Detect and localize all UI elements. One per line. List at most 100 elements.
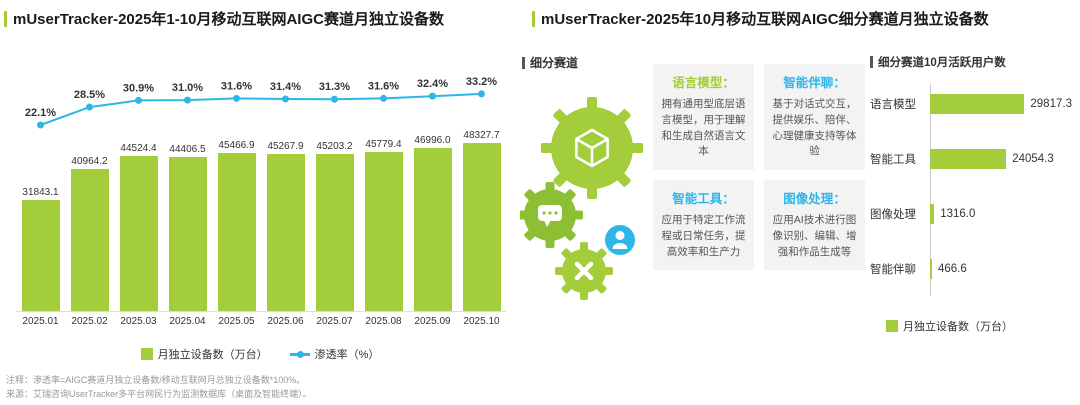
segment-cards: 语言模型： 拥有通用型底层语言模型，用于理解和生成自然语言文本 智能伴聊： 基于… [653,64,865,271]
x-axis-label: 2025.07 [316,316,353,327]
bar [315,154,354,311]
bar-column: 40964.2 [65,156,114,311]
bar-value-label: 45267.9 [267,141,304,152]
hbar-row: 智能伴聊 466.6 [870,241,1080,296]
hbar-row: 智能工具 24054.3 [870,131,1080,186]
bar-value-label: 40964.2 [71,156,108,167]
right-title-text: mUserTracker-2025年10月移动互联网AIGC细分赛道月独立设备数 [541,11,989,28]
combo-chart: 31843.1 40964.2 44524.4 44406.5 45466.9 45267… [16,62,506,312]
bar-column: 45466.9 [212,140,261,311]
hbar [930,148,1007,169]
bar-value-label: 31843.1 [22,187,59,198]
bar-value-label: 44406.5 [169,144,206,155]
footnotes: 注释：渗透率=AIGC赛道月独立设备数/移动互联网月总独立设备数*100%。 来… [6,374,312,402]
title-accent-bar [4,10,7,27]
bar [70,169,109,311]
hbar-row: 图像处理 1316.0 [870,186,1080,241]
bar-legend-swatch [886,320,898,332]
x-axis-label: 2025.08 [365,316,402,327]
card-title: 智能伴聊： [783,76,846,90]
hbar-category-label: 图像处理 [870,208,916,221]
x-axis-label: 2025.02 [71,316,108,327]
card-title: 智能工具： [672,192,735,206]
hbar [930,203,935,224]
bar-value-label: 48327.7 [463,130,500,141]
legend-item-line: 渗透率（%） [289,346,380,362]
bar [266,154,305,311]
bar-legend-label: 月独立设备数（万台） [903,321,1013,333]
right-panel-title: mUserTracker-2025年10月移动互联网AIGC细分赛道月独立设备数 [532,8,989,29]
x-axis-label: 2025.01 [22,316,59,327]
hbar-category-label: 语言模型 [870,98,916,111]
bar-column: 45779.4 [359,139,408,311]
hbar-value-label: 1316.0 [940,207,976,220]
hbar-row: 语言模型 29817.3 [870,76,1080,131]
bar [364,152,403,311]
hchart-label-text: 细分赛道10月活跃用户数 [878,57,1006,69]
bar-column: 44524.4 [114,143,163,311]
hbar-category-label: 智能伴聊 [870,263,916,276]
left-panel-title: mUserTracker-2025年1-10月移动互联网AIGC赛道月独立设备数 [4,8,444,29]
bar [217,153,256,311]
right-chart-legend: 月独立设备数（万台） [886,318,1013,334]
hchart-axis-line [930,84,931,296]
line-legend-dot [296,350,304,358]
x-axis-label: 2025.06 [267,316,304,327]
section-marker-bar [870,56,873,68]
hbar [930,93,1025,114]
section-label-segments: 细分赛道 [522,54,578,71]
footnote-definition: 注释：渗透率=AIGC赛道月独立设备数/移动互联网月总独立设备数*100%。 [6,375,306,385]
bar-column: 46996.0 [408,135,457,311]
bar-chart-bars: 31843.1 40964.2 44524.4 44406.5 45466.9 45267… [16,62,506,312]
horizontal-bar-chart: 语言模型 29817.3 智能工具 24054.3 图像处理 1316.0 智能伴聊 466.… [870,76,1080,296]
hbar-value-label: 24054.3 [1012,152,1054,165]
card-title: 图像处理： [783,192,846,206]
gear-large-icon [541,97,643,199]
card-smart-tools: 智能工具： 应用于特定工作流程或日常任务，提高效率和生产力 [653,180,754,271]
gear-small-icon [555,242,613,300]
card-description: 拥有通用型底层语言模型，用于理解和生成自然语言文本 [661,98,746,158]
bar-value-label: 44524.4 [120,143,157,154]
x-axis-label: 2025.09 [414,316,451,327]
bar-value-label: 45779.4 [365,139,402,150]
bar [21,200,60,311]
bar [168,157,207,311]
bar-value-label: 46996.0 [414,135,451,146]
x-axis-label: 2025.04 [169,316,206,327]
card-description: 应用AI技术进行图像识别、编辑、增强和作品生成等 [772,214,857,258]
line-legend-label: 渗透率（%） [314,349,380,361]
bar-value-label: 45203.2 [316,141,353,152]
card-language-model: 语言模型： 拥有通用型底层语言模型，用于理解和生成自然语言文本 [653,64,754,170]
tools-cross-icon [574,261,594,281]
title-accent-bar [532,10,535,27]
x-axis-labels: 2025.01 2025.02 2025.03 2025.04 2025.05 2025.… [16,316,506,327]
bar-column: 45267.9 [261,141,310,311]
hbar-value-label: 29817.3 [1030,97,1072,110]
gear-medium-icon [520,182,583,248]
left-title-text: mUserTracker-2025年1-10月移动互联网AIGC赛道月独立设备数 [13,11,444,28]
line-legend-swatch [289,350,310,358]
bar [413,148,452,311]
gears-graphic [520,97,643,300]
bar-column: 31843.1 [16,187,65,311]
bar [119,156,158,311]
chat-bubble-icon [538,205,562,227]
legend-item-bars: 月独立设备数（万台） [140,346,268,362]
bar-column: 48327.7 [457,130,506,311]
user-icon [615,231,625,240]
left-chart-panel: mUserTracker-2025年1-10月移动互联网AIGC赛道月独立设备数… [0,0,520,405]
section-label-text: 细分赛道 [530,56,579,70]
hbar-category-label: 智能工具 [870,153,916,166]
hbar-value-label: 466.6 [938,262,967,275]
cube-icon [575,128,609,168]
card-description: 应用于特定工作流程或日常任务，提高效率和生产力 [661,214,746,258]
footnote-source: 来源：艾瑞咨询UserTracker多平台网民行为监测数据库（桌面及智能终端）。 [6,388,312,399]
card-ai-companion: 智能伴聊： 基于对话式交互，提供娱乐、陪伴、心理健康支持等体验 [764,64,865,170]
hchart-label: 细分赛道10月活跃用户数 [870,54,1006,70]
section-marker-bar [522,56,525,69]
bar [462,143,501,311]
x-axis-label: 2025.10 [463,316,500,327]
bar-value-label: 45466.9 [218,140,255,151]
x-axis-label: 2025.03 [120,316,157,327]
card-description: 基于对话式交互，提供娱乐、陪伴、心理健康支持等体验 [772,98,857,158]
